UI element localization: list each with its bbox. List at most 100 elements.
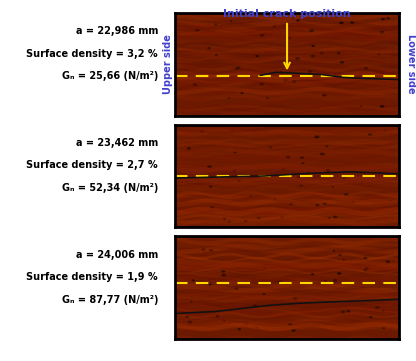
Circle shape [334,216,337,218]
Text: Lower side: Lower side [406,34,416,94]
Text: a = 24,006 mm: a = 24,006 mm [76,250,158,260]
Circle shape [292,18,293,19]
Circle shape [202,249,205,250]
Circle shape [208,166,211,168]
Circle shape [296,58,299,59]
Circle shape [344,194,348,196]
Circle shape [192,280,194,281]
Circle shape [196,30,199,31]
Circle shape [365,68,367,69]
Circle shape [215,55,217,56]
Circle shape [216,315,219,316]
Text: Initial crack position: Initial crack position [223,9,351,19]
Circle shape [223,320,225,321]
Circle shape [235,288,238,289]
Circle shape [378,54,379,55]
Circle shape [210,250,212,251]
Circle shape [228,221,230,222]
Circle shape [235,68,237,69]
Circle shape [312,45,314,47]
Circle shape [284,79,287,81]
Text: Gₙ = 25,66 (N/m²): Gₙ = 25,66 (N/m²) [62,71,158,81]
Circle shape [297,20,299,21]
Circle shape [300,157,303,158]
Circle shape [228,97,230,98]
Circle shape [236,67,240,69]
Circle shape [320,153,322,154]
Circle shape [210,207,214,208]
Circle shape [381,18,384,20]
Circle shape [286,156,290,158]
Circle shape [234,170,235,171]
Circle shape [343,177,345,178]
Circle shape [290,204,292,205]
Circle shape [323,203,327,204]
Circle shape [273,26,275,27]
Circle shape [315,136,319,138]
Circle shape [245,323,248,325]
Circle shape [209,284,211,285]
Circle shape [351,22,354,23]
Circle shape [352,202,353,203]
Circle shape [222,274,225,276]
Circle shape [241,92,243,93]
Circle shape [324,280,326,281]
Circle shape [381,32,384,33]
Circle shape [386,261,389,262]
Circle shape [257,56,258,57]
Circle shape [365,268,368,269]
Circle shape [258,218,260,219]
Circle shape [260,35,264,36]
Text: Surface density = 2,7 %: Surface density = 2,7 % [27,160,158,170]
Circle shape [256,55,258,56]
Circle shape [289,323,292,325]
Circle shape [340,22,343,23]
Text: Surface density = 1,9 %: Surface density = 1,9 % [27,272,158,282]
Circle shape [245,221,247,222]
Circle shape [270,147,271,148]
Circle shape [347,311,350,312]
Circle shape [326,145,328,147]
Circle shape [376,307,379,308]
Circle shape [383,310,384,311]
Circle shape [311,56,314,57]
Circle shape [369,134,371,135]
Circle shape [308,71,312,73]
Circle shape [222,270,225,272]
Circle shape [338,273,341,274]
Circle shape [289,37,291,38]
Circle shape [341,311,345,313]
Circle shape [280,71,282,72]
Text: Gₙ = 52,34 (N/m²): Gₙ = 52,34 (N/m²) [62,183,158,193]
Circle shape [232,130,233,131]
Circle shape [334,280,337,281]
Circle shape [292,330,295,331]
Circle shape [193,83,197,85]
Circle shape [308,172,309,173]
Circle shape [364,257,367,259]
Circle shape [238,180,240,182]
Circle shape [339,254,341,255]
Circle shape [238,329,240,330]
Circle shape [337,52,340,53]
Text: Gₙ = 87,77 (N/m²): Gₙ = 87,77 (N/m²) [62,295,158,305]
Circle shape [281,217,283,218]
Circle shape [312,274,314,275]
Circle shape [188,321,192,323]
Circle shape [322,153,324,155]
Circle shape [210,186,212,187]
Circle shape [387,18,389,19]
Circle shape [293,81,296,82]
Circle shape [278,281,281,283]
Text: Upper side: Upper side [163,34,173,94]
Circle shape [383,327,385,329]
Circle shape [364,270,366,271]
Text: Surface density = 3,2 %: Surface density = 3,2 % [27,48,158,58]
Circle shape [341,61,344,63]
Circle shape [223,218,226,219]
Circle shape [300,185,302,186]
Circle shape [186,316,188,317]
Circle shape [188,148,190,149]
Circle shape [323,95,326,96]
Circle shape [215,24,217,25]
